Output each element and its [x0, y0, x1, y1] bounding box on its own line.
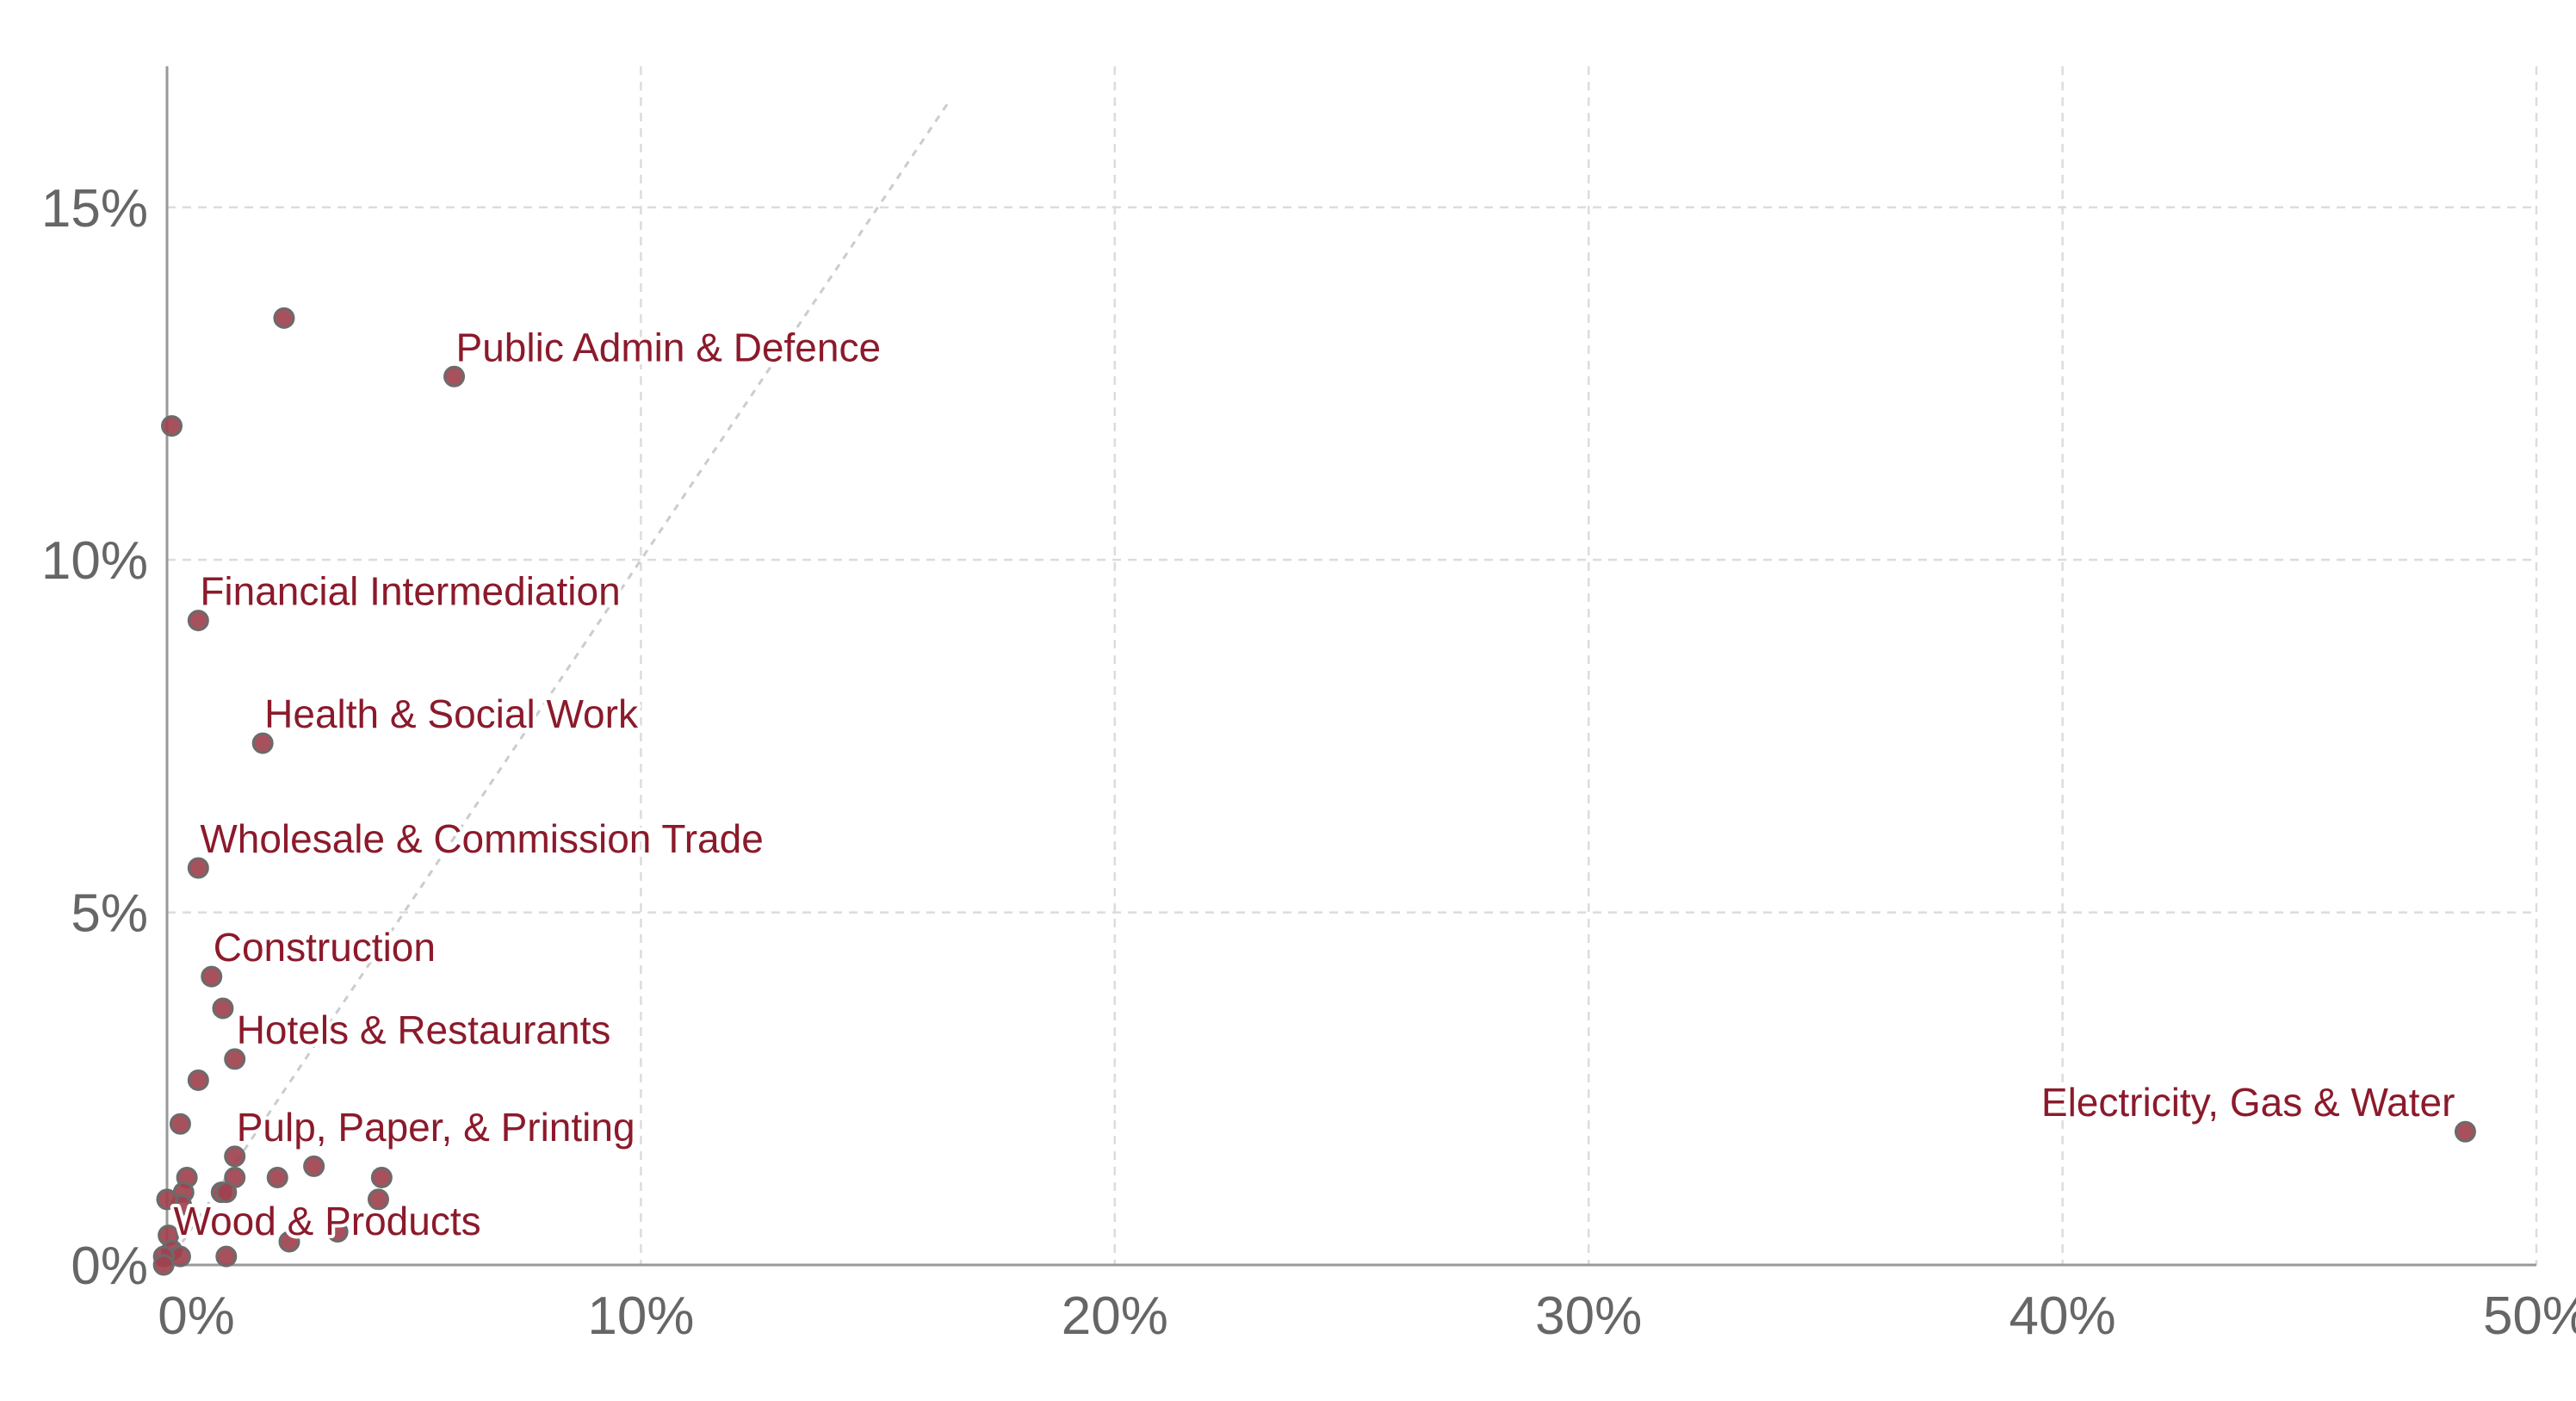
- points: [152, 307, 2476, 1276]
- tick-labels: 0% 10% 20% 30% 40% 50% 0% 5% 10% 15%: [41, 179, 2576, 1346]
- point-label: Wholesale & Commission Trade: [200, 816, 763, 861]
- point-label: Public Admin & Defence: [456, 325, 882, 369]
- y-tick-label: 5%: [71, 884, 148, 944]
- point-label: Hotels & Restaurants: [237, 1007, 611, 1052]
- point-labels: Public Admin & Defence Financial Intermed…: [170, 321, 2459, 1247]
- data-point: [212, 997, 234, 1020]
- data-point: [278, 1231, 300, 1253]
- data-point: [161, 415, 183, 437]
- grid: [167, 66, 2538, 1265]
- x-tick-label: 30%: [1535, 1286, 1642, 1346]
- data-point: [169, 1113, 191, 1135]
- point-label: Financial Intermediation: [200, 569, 620, 614]
- data-point: [367, 1188, 389, 1211]
- axes: [165, 66, 2536, 1267]
- x-tick-label: 50%: [2483, 1286, 2576, 1346]
- data-point: [326, 1221, 349, 1243]
- data-point: [370, 1166, 393, 1188]
- data-point: [215, 1181, 238, 1204]
- data-point: [224, 1145, 246, 1168]
- data-point: [2454, 1120, 2476, 1143]
- x-tick-label: 10%: [587, 1286, 694, 1346]
- data-point: [443, 365, 466, 387]
- data-point: [303, 1155, 325, 1177]
- x-tick-label: 0%: [158, 1286, 235, 1346]
- data-point: [215, 1245, 238, 1268]
- data-point: [251, 732, 274, 754]
- point-label: Pulp, Paper, & Printing: [237, 1105, 635, 1150]
- data-point: [224, 1048, 246, 1070]
- data-point: [156, 1188, 178, 1211]
- data-point: [187, 857, 209, 879]
- point-label: Construction: [214, 925, 436, 970]
- data-point: [273, 307, 295, 329]
- identity-line: [165, 101, 951, 1266]
- data-point: [152, 1254, 175, 1276]
- x-tick-label: 40%: [2009, 1286, 2116, 1346]
- y-tick-label: 10%: [41, 531, 148, 591]
- data-point: [187, 1069, 209, 1091]
- y-tick-label: 0%: [71, 1237, 148, 1296]
- point-label: Wood & Products: [174, 1199, 481, 1243]
- data-point: [187, 610, 209, 632]
- x-tick-label: 20%: [1062, 1286, 1168, 1346]
- point-label: Health & Social Work: [264, 691, 639, 736]
- data-point: [201, 965, 223, 988]
- reference-line: [165, 101, 951, 1266]
- y-tick-label: 15%: [41, 179, 148, 239]
- data-point: [266, 1166, 288, 1188]
- point-label: Electricity, Gas & Water: [2041, 1080, 2455, 1125]
